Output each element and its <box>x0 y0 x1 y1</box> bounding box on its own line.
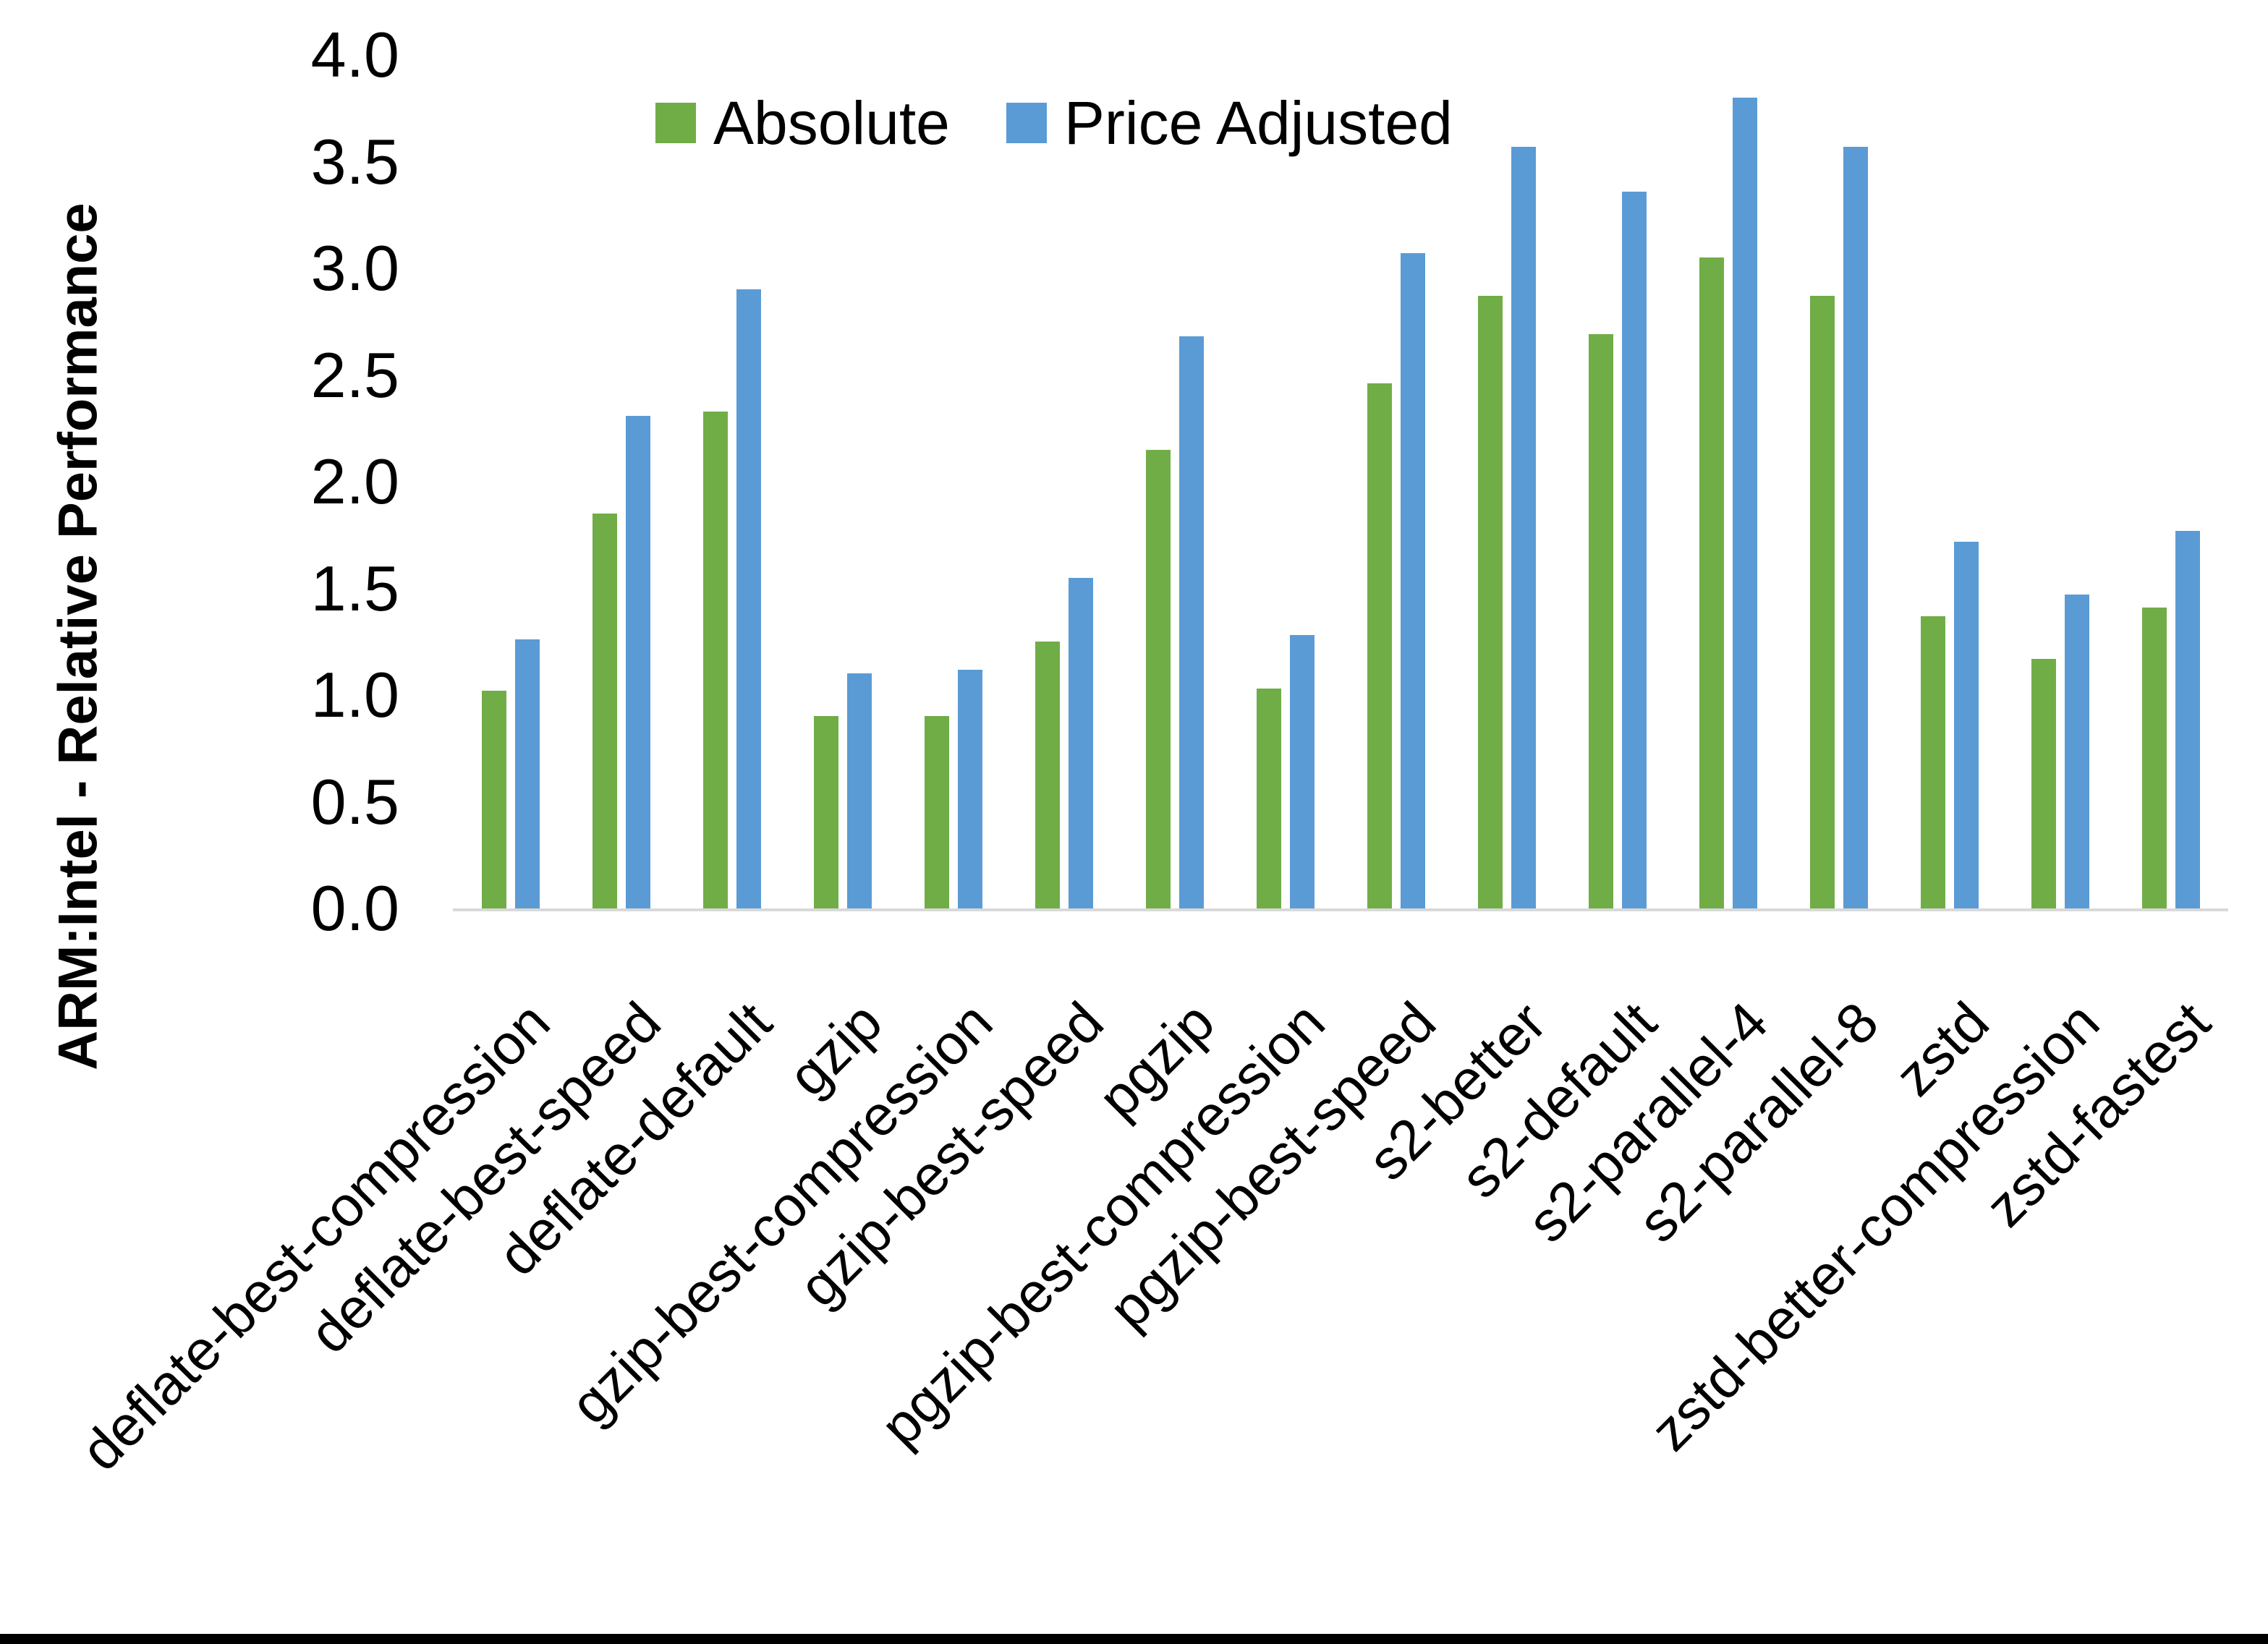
y-tick-label: 2.5 <box>310 338 399 411</box>
bar-price-adjusted-zstd <box>1954 542 1979 908</box>
y-tick-label: 1.5 <box>310 552 399 624</box>
bar-absolute-zstd-better-compression <box>2031 659 2056 908</box>
bar-absolute-deflate-best-speed <box>593 514 617 908</box>
bar-absolute-zstd <box>1921 616 1945 908</box>
bar-price-adjusted-zstd-fastest <box>2175 531 2200 908</box>
bar-price-adjusted-deflate-best-compression <box>515 639 540 908</box>
bar-absolute-pgzip-best-speed <box>1367 383 1392 908</box>
y-tick-label: 0.0 <box>310 872 399 944</box>
bar-absolute-s2-better <box>1478 296 1503 908</box>
legend-item-absolute: Absolute <box>655 93 950 153</box>
bar-absolute-gzip-best-speed <box>1035 642 1060 908</box>
y-tick-label: 2.0 <box>310 446 399 517</box>
bar-absolute-gzip-best-compression <box>925 716 949 908</box>
bar-absolute-zstd-fastest <box>2142 608 2167 908</box>
legend-label-price-adjusted: Price Adjusted <box>1063 89 1453 157</box>
bottom-border <box>0 1634 2268 1644</box>
bar-price-adjusted-pgzip-best-speed <box>1401 253 1425 908</box>
bar-absolute-s2-default <box>1589 334 1613 908</box>
bar-price-adjusted-gzip-best-speed <box>1069 578 1093 908</box>
bar-absolute-gzip <box>814 716 838 908</box>
y-tick-label: 4.0 <box>310 19 399 90</box>
y-tick-label: 3.5 <box>310 125 399 197</box>
bar-absolute-s2-parallel-8 <box>1810 296 1835 908</box>
bar-absolute-pgzip <box>1146 450 1171 908</box>
bar-price-adjusted-deflate-default <box>736 289 761 908</box>
bar-absolute-deflate-best-compression <box>482 691 506 908</box>
bar-absolute-pgzip-best-compression <box>1257 689 1281 908</box>
bar-absolute-deflate-default <box>703 412 728 908</box>
bar-price-adjusted-s2-parallel-8 <box>1843 147 1868 908</box>
legend: Absolute Price Adjusted <box>655 93 1453 153</box>
bar-price-adjusted-zstd-better-compression <box>2065 595 2089 908</box>
y-tick-label: 3.0 <box>310 232 399 304</box>
legend-label-absolute: Absolute <box>713 89 950 157</box>
bar-price-adjusted-pgzip <box>1179 336 1204 908</box>
bar-price-adjusted-s2-parallel-4 <box>1733 98 1757 908</box>
legend-item-price-adjusted: Price Adjusted <box>1006 93 1453 153</box>
legend-swatch-price-adjusted <box>1006 103 1047 143</box>
bar-price-adjusted-deflate-best-speed <box>626 416 650 908</box>
x-axis-line <box>453 908 2228 911</box>
y-tick-label: 0.5 <box>310 765 399 838</box>
x-category-label-deflate-best-compression: deflate-best-compression <box>69 989 562 1483</box>
y-axis-title: ARM:Intel - Relative Performance <box>47 203 109 1070</box>
bar-price-adjusted-pgzip-best-compression <box>1290 635 1314 908</box>
bar-price-adjusted-s2-better <box>1511 147 1536 908</box>
bar-price-adjusted-s2-default <box>1622 192 1647 908</box>
bar-price-adjusted-gzip-best-compression <box>958 670 982 908</box>
y-tick-label: 1.0 <box>310 659 399 731</box>
bar-absolute-s2-parallel-4 <box>1699 257 1724 908</box>
bar-price-adjusted-gzip <box>847 673 872 908</box>
legend-swatch-absolute <box>655 103 696 143</box>
